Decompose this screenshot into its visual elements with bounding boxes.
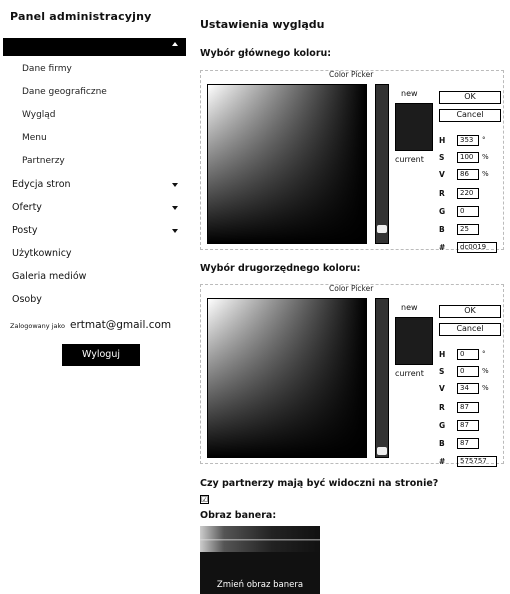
sidebar-subitem-wyglad[interactable]: Wygląd <box>22 110 56 120</box>
value-input[interactable]: 86 <box>457 169 479 180</box>
sidebar-item-label: Oferty <box>12 202 42 213</box>
primary-color-picker: Color Picker new current OK Cancel H 353 °… <box>200 70 504 250</box>
value-field-row: V 34% <box>439 382 489 394</box>
ok-button[interactable]: OK <box>439 305 501 318</box>
sidebar-item-active-section[interactable] <box>3 38 186 56</box>
hue-input[interactable]: 0 <box>457 349 479 360</box>
new-color-label: new <box>401 89 418 98</box>
red-input[interactable]: 87 <box>457 402 479 413</box>
chevron-up-icon <box>172 42 178 46</box>
sidebar-item-label: Edycja stron <box>12 179 71 190</box>
partners-visibility-question: Czy partnerzy mają być widoczni na stron… <box>200 478 438 489</box>
saturation-field-row: S 100% <box>439 151 489 163</box>
sidebar-subitem-partnerzy[interactable]: Partnerzy <box>22 156 65 166</box>
partners-visibility-checkbox[interactable]: ☑ <box>200 495 209 504</box>
hex-input[interactable]: dc0019 <box>457 242 497 253</box>
blue-field-row: B 25 <box>439 223 479 235</box>
sidebar-item-uzytkownicy[interactable]: Użytkownicy <box>12 248 72 259</box>
current-color-label: current <box>395 155 424 164</box>
logged-prefix: Zalogowany jako <box>10 322 65 330</box>
value-field-row: V 86% <box>439 168 489 180</box>
hue-slider[interactable] <box>375 298 389 458</box>
saturation-value-area[interactable] <box>207 84 367 244</box>
green-input[interactable]: 0 <box>457 206 479 217</box>
hue-input[interactable]: 353 <box>457 135 479 146</box>
chevron-down-icon <box>172 183 178 187</box>
green-input[interactable]: 87 <box>457 420 479 431</box>
secondary-color-picker: Color Picker new current OK Cancel H 0 ° S… <box>200 284 504 464</box>
red-field-row: R 220 <box>439 187 479 199</box>
color-preview-swatch <box>395 103 433 151</box>
sidebar-item-osoby[interactable]: Osoby <box>12 294 42 305</box>
cancel-button[interactable]: Cancel <box>439 323 501 336</box>
primary-color-label: Wybór głównego koloru: <box>200 48 331 59</box>
picker-title: Color Picker <box>329 284 373 293</box>
panel-title: Panel administracyjny <box>10 10 152 23</box>
hue-slider[interactable] <box>375 84 389 244</box>
change-banner-button[interactable]: Zmień obraz banera <box>200 580 320 590</box>
banner-label: Obraz banera: <box>200 510 276 521</box>
chevron-down-icon <box>172 206 178 210</box>
saturation-value-area[interactable] <box>207 298 367 458</box>
cancel-button[interactable]: Cancel <box>439 109 501 122</box>
chevron-down-icon <box>172 229 178 233</box>
logged-in-info: Zalogowany jako ertmat@gmail.com <box>10 319 171 331</box>
logout-button[interactable]: Wyloguj <box>62 344 140 366</box>
hue-slider-handle[interactable] <box>377 447 387 455</box>
sidebar-item-galeria-mediow[interactable]: Galeria mediów <box>12 271 86 282</box>
new-color-label: new <box>401 303 418 312</box>
blue-input[interactable]: 87 <box>457 438 479 449</box>
sidebar-subitem-dane-geograficzne[interactable]: Dane geograficzne <box>22 87 107 97</box>
banner-image-wave <box>200 534 320 546</box>
hex-field-row: # dc0019 <box>439 241 497 253</box>
sidebar-subitem-dane-firmy[interactable]: Dane firmy <box>22 64 72 74</box>
saturation-input[interactable]: 0 <box>457 366 479 377</box>
hex-field-row: #575757 <box>439 455 497 467</box>
current-color-label: current <box>395 369 424 378</box>
sidebar: Panel administracyjny Dane firmy Dane ge… <box>0 0 190 594</box>
ok-button[interactable]: OK <box>439 91 501 104</box>
green-field-row: G 87 <box>439 419 479 431</box>
blue-field-row: B 87 <box>439 437 479 449</box>
sidebar-item-label: Posty <box>12 225 38 236</box>
red-input[interactable]: 220 <box>457 188 479 199</box>
saturation-field-row: S 0% <box>439 365 489 377</box>
banner-image: Zmień obraz banera <box>200 526 320 594</box>
hex-input[interactable]: 575757 <box>457 456 497 467</box>
sidebar-item-oferty[interactable]: Oferty <box>12 202 42 213</box>
blue-input[interactable]: 25 <box>457 224 479 235</box>
saturation-input[interactable]: 100 <box>457 152 479 163</box>
page-title: Ustawienia wyglądu <box>200 18 325 31</box>
red-field-row: R 87 <box>439 401 479 413</box>
sidebar-subitem-menu[interactable]: Menu <box>22 133 47 143</box>
hue-field-row: H 0 ° <box>439 348 486 360</box>
color-preview-swatch <box>395 317 433 365</box>
picker-title: Color Picker <box>329 70 373 79</box>
logged-email: ertmat@gmail.com <box>70 319 171 331</box>
secondary-color-label: Wybór drugorzędnego koloru: <box>200 263 360 274</box>
hue-slider-handle[interactable] <box>377 225 387 233</box>
hue-field-row: H 353 ° <box>439 134 486 146</box>
value-input[interactable]: 34 <box>457 383 479 394</box>
sidebar-item-edycja-stron[interactable]: Edycja stron <box>12 179 71 190</box>
sidebar-item-posty[interactable]: Posty <box>12 225 38 236</box>
